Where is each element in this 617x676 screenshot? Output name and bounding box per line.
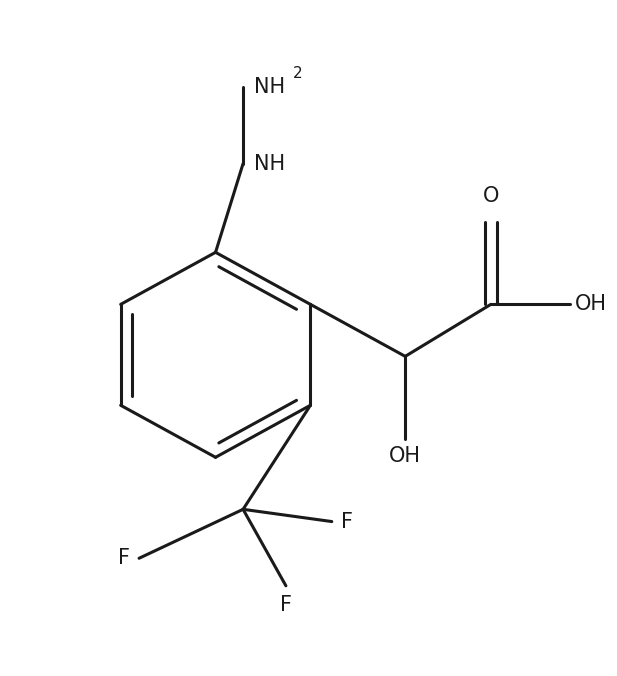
Text: O: O bbox=[482, 187, 499, 206]
Text: NH: NH bbox=[254, 77, 285, 97]
Text: F: F bbox=[280, 595, 292, 615]
Text: NH: NH bbox=[254, 153, 285, 174]
Text: OH: OH bbox=[575, 294, 607, 314]
Text: F: F bbox=[341, 512, 353, 531]
Text: 2: 2 bbox=[293, 66, 303, 81]
Text: OH: OH bbox=[389, 446, 421, 466]
Text: F: F bbox=[118, 548, 130, 569]
